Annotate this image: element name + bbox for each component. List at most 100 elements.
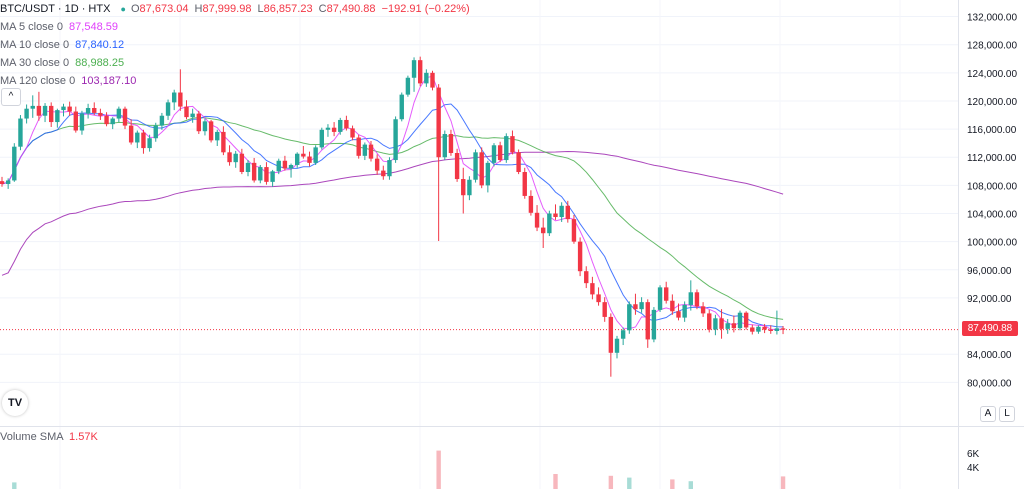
candle-body	[85, 107, 91, 114]
close-label: C	[318, 3, 327, 15]
candle-body	[504, 136, 509, 161]
candle-body	[577, 241, 583, 272]
close-value: 87,490.88	[326, 3, 376, 15]
candle-body	[553, 213, 558, 218]
candle-body	[338, 119, 343, 132]
low-value: 86,857.23	[263, 3, 313, 15]
candle-body	[436, 87, 441, 158]
candle-body	[467, 179, 472, 196]
candles	[0, 56, 786, 377]
candle-body	[233, 153, 238, 163]
candle-body	[55, 110, 60, 123]
candle-body	[614, 338, 620, 353]
candle-body	[122, 108, 128, 126]
candle-body	[725, 323, 730, 329]
high-label: H	[194, 3, 203, 15]
candle-body	[694, 292, 700, 307]
volume-bar	[627, 477, 632, 489]
candle-body	[258, 167, 263, 181]
candle-body	[430, 72, 435, 88]
candle-body	[750, 327, 755, 332]
ma30-row[interactable]: MA 30 close 0 88,988.25	[0, 54, 473, 72]
price-tick-label: 80,000.00	[967, 378, 1012, 389]
candle-body	[135, 132, 140, 143]
ma30-value: 88,988.25	[75, 57, 125, 69]
candle-body	[688, 292, 693, 305]
ma5-row[interactable]: MA 5 close 0 87,548.59	[0, 18, 473, 36]
candle-body	[534, 212, 540, 228]
candle-body	[67, 106, 72, 112]
candle-body	[295, 153, 300, 165]
log-scale-button[interactable]: L	[999, 406, 1015, 422]
candle-body	[633, 304, 638, 310]
candle-body	[387, 160, 392, 177]
candle-body	[645, 302, 650, 340]
volume-bar	[688, 481, 693, 489]
ma5-value: 87,548.59	[69, 21, 118, 33]
candle-body	[780, 328, 786, 330]
candle-body	[245, 162, 251, 173]
candle-body	[251, 162, 257, 181]
candle-body	[756, 326, 761, 332]
candle-body	[344, 119, 349, 129]
candle-body	[30, 105, 35, 109]
price-axis: 132,000.00 128,000.00 124,000.00 120,000.00…	[967, 13, 1017, 390]
price-tick-label: 92,000.00	[967, 294, 1012, 305]
price-tick-label: 100,000.00	[967, 238, 1017, 249]
candle-body	[565, 205, 570, 220]
candle-body	[282, 160, 288, 169]
collapse-legend-button[interactable]: ^	[1, 88, 21, 106]
candle-body	[491, 145, 497, 163]
candle-body	[596, 294, 601, 303]
candle-body	[301, 153, 306, 157]
candle-body	[350, 128, 355, 138]
candle-body	[664, 287, 669, 301]
price-tick-label: 132,000.00	[967, 13, 1017, 24]
ma30-line	[1, 117, 784, 320]
candle-body	[42, 105, 48, 116]
price-tick-label: 112,000.00	[967, 153, 1017, 164]
candle-body	[141, 132, 146, 149]
volume-bar	[608, 475, 614, 489]
candle-body	[356, 137, 361, 156]
candle-body	[264, 167, 269, 182]
candle-body	[743, 312, 749, 328]
symbol-title[interactable]: BTC/USDT · 1D · HTX	[0, 3, 111, 15]
candle-body	[393, 119, 398, 161]
auto-scale-button[interactable]: A	[980, 406, 996, 422]
volume-legend[interactable]: Volume SMA 1.57K	[0, 431, 98, 443]
candle-body	[541, 227, 546, 234]
volume-bar	[553, 474, 558, 489]
candle-body	[159, 115, 165, 126]
ma10-row[interactable]: MA 10 close 0 87,840.12	[0, 36, 473, 54]
symbol-row: BTC/USDT · 1D · HTX ● O87,673.04 H87,999…	[0, 0, 473, 18]
volume-value: 1.57K	[69, 431, 98, 443]
candle-body	[602, 302, 607, 317]
volume-tick-label: 4K	[967, 463, 980, 474]
candle-body	[590, 283, 595, 295]
candle-body	[98, 112, 103, 116]
open-value: 87,673.04	[139, 3, 189, 15]
ma120-line	[1, 150, 784, 276]
tradingview-logo-icon[interactable]: TV	[2, 390, 28, 416]
candle-body	[196, 113, 201, 132]
candle-body	[559, 205, 564, 218]
candle-body	[288, 164, 294, 169]
candle-body	[325, 127, 331, 130]
candle-body	[497, 145, 503, 161]
live-dot-icon: ●	[120, 4, 126, 14]
candle-body	[719, 318, 724, 329]
candle-body	[153, 125, 158, 139]
ma120-row[interactable]: MA 120 close 0 103,187.10	[0, 72, 473, 90]
candle-body	[448, 134, 454, 154]
candle-body	[461, 179, 466, 196]
high-value: 87,999.98	[202, 3, 252, 15]
candle-body	[5, 180, 11, 184]
chart-legend: BTC/USDT · 1D · HTX ● O87,673.04 H87,999…	[0, 0, 473, 90]
volume-bar	[780, 476, 786, 489]
candle-body	[442, 134, 447, 158]
ma30-label: MA 30 close 0	[0, 57, 70, 69]
candle-body	[92, 107, 97, 113]
